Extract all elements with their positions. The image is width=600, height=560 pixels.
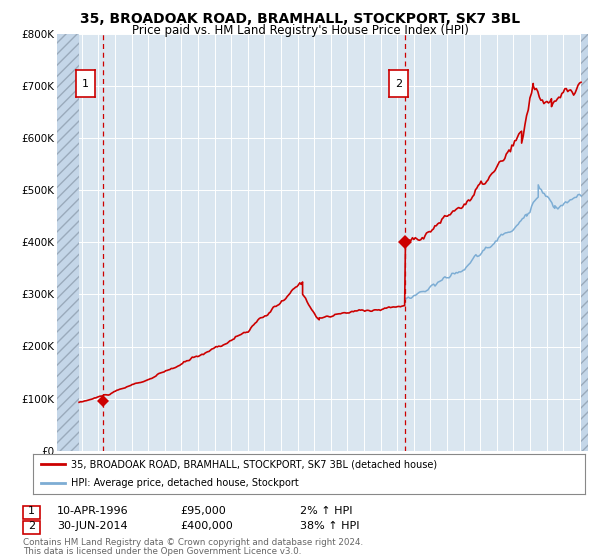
Text: 1: 1 [82,78,89,88]
Text: 1: 1 [28,506,35,516]
Text: 38% ↑ HPI: 38% ↑ HPI [300,521,359,531]
Text: 10-APR-1996: 10-APR-1996 [57,506,128,516]
Text: 30-JUN-2014: 30-JUN-2014 [57,521,128,531]
Bar [581,34,588,451]
Text: Price paid vs. HM Land Registry's House Price Index (HPI): Price paid vs. HM Land Registry's House … [131,24,469,37]
Text: 2: 2 [395,78,403,88]
Text: 2: 2 [28,521,35,531]
Text: 2% ↑ HPI: 2% ↑ HPI [300,506,353,516]
Text: Contains HM Land Registry data © Crown copyright and database right 2024.: Contains HM Land Registry data © Crown c… [23,538,363,547]
Text: 35, BROADOAK ROAD, BRAMHALL, STOCKPORT, SK7 3BL (detached house): 35, BROADOAK ROAD, BRAMHALL, STOCKPORT, … [71,460,437,469]
Text: HPI: Average price, detached house, Stockport: HPI: Average price, detached house, Stoc… [71,478,298,488]
Bar [57,34,79,451]
Text: This data is licensed under the Open Government Licence v3.0.: This data is licensed under the Open Gov… [23,547,301,556]
Text: £95,000: £95,000 [180,506,226,516]
Text: 35, BROADOAK ROAD, BRAMHALL, STOCKPORT, SK7 3BL: 35, BROADOAK ROAD, BRAMHALL, STOCKPORT, … [80,12,520,26]
Text: £400,000: £400,000 [180,521,233,531]
